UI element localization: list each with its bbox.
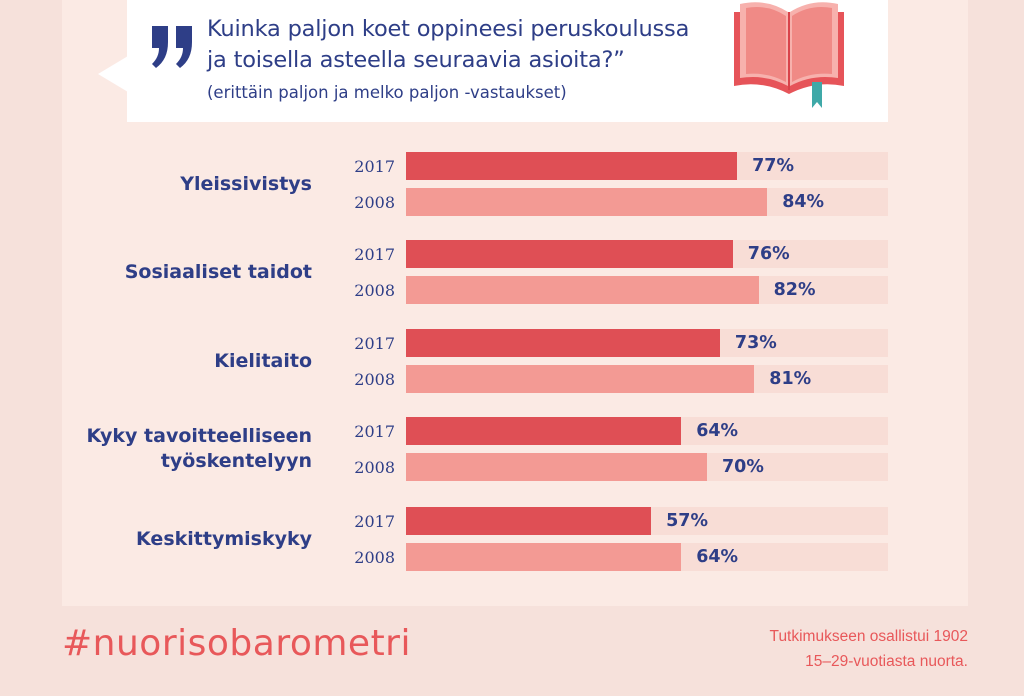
value-label: 64% (696, 421, 739, 441)
bar-2008 (406, 188, 768, 216)
value-label: 82% (773, 280, 816, 300)
quote-marks-icon (152, 26, 192, 68)
bar-2017 (406, 329, 720, 357)
value-label: 73% (734, 333, 777, 353)
year-label: 2017 (354, 245, 395, 264)
speech-bubble-tail (98, 56, 128, 92)
category-label: Yleissivistys (180, 172, 312, 195)
category-label: Kielitaito (214, 349, 312, 372)
hashtag-text: #nuorisobarometri (62, 623, 411, 664)
category-label: Keskittymiskyky (136, 527, 312, 550)
question-subtitle: (erittäin paljon ja melko paljon -vastau… (207, 83, 567, 102)
year-label: 2017 (354, 422, 395, 441)
year-label: 2017 (354, 157, 395, 176)
year-label: 2008 (354, 548, 395, 567)
year-label: 2008 (354, 458, 395, 477)
bar-2017 (406, 240, 733, 268)
footnote-line-2: 15–29-vuotiasta nuorta. (805, 653, 968, 670)
year-label: 2017 (354, 512, 395, 531)
year-label: 2008 (354, 281, 395, 300)
open-book-icon (734, 2, 844, 108)
question-line-2: ja toisella asteella seuraavia asioita?” (207, 47, 625, 73)
bar-2008 (406, 453, 707, 481)
value-label: 57% (666, 511, 708, 531)
bar-2008 (406, 543, 682, 571)
bar-2017 (406, 507, 652, 535)
year-label: 2008 (354, 370, 395, 389)
value-label: 70% (722, 457, 764, 477)
bar-2008 (406, 276, 759, 304)
bar-2017 (406, 152, 738, 180)
value-label: 81% (769, 369, 812, 389)
question-line-1: Kuinka paljon koet oppineesi peruskoulus… (207, 16, 690, 42)
category-label: Kyky tavoitteelliseen työskentelyyn (86, 425, 312, 472)
bar-2008 (406, 365, 755, 393)
value-label: 76% (747, 244, 790, 264)
value-label: 84% (782, 192, 825, 212)
footnote-line-1: Tutkimukseen osallistui 1902 (769, 628, 968, 645)
bar-2017 (406, 417, 682, 445)
year-label: 2008 (354, 193, 395, 212)
value-label: 64% (696, 547, 739, 567)
category-label: Sosiaaliset taidot (124, 260, 312, 283)
year-label: 2017 (354, 334, 395, 353)
value-label: 77% (752, 156, 794, 176)
